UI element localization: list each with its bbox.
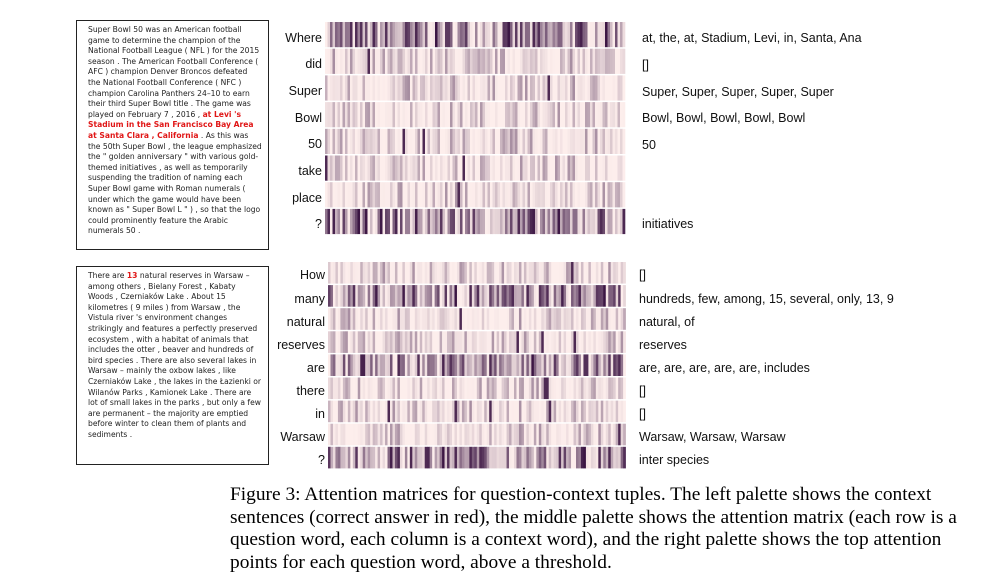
question-word: 50 xyxy=(308,137,322,151)
question-word: did xyxy=(305,57,322,71)
question-word: place xyxy=(292,191,322,205)
attention-heatmap-1 xyxy=(325,22,626,235)
question-words-2: How many natural reserves are there in W… xyxy=(270,262,325,472)
top-attention: [] xyxy=(639,407,646,421)
attention-heatmap-2 xyxy=(328,262,626,469)
top-attention: [] xyxy=(642,58,649,72)
figure-caption: Figure 3: Attention matrices for questio… xyxy=(230,484,957,573)
question-word: natural xyxy=(286,315,325,329)
question-word: ? xyxy=(315,217,322,231)
top-attention: inter species xyxy=(639,453,710,467)
context-answer-1: at Levi 's Stadium in the San Francisco … xyxy=(88,109,254,140)
context-text-before-2: There are xyxy=(88,271,127,280)
top-attention: hundreds, few, among, 15, several, only,… xyxy=(639,292,894,306)
top-attention: Bowl, Bowl, Bowl, Bowl, Bowl xyxy=(642,111,806,125)
context-box-1: Super Bowl 50 was an American football g… xyxy=(76,20,269,250)
context-text-after-1: . As this was the 50th Super Bowl , the … xyxy=(88,130,262,236)
question-words-1: Where did Super Bowl 50 take place ? xyxy=(270,28,322,238)
top-attention: at, the, at, Stadium, Levi, in, Santa, A… xyxy=(642,31,862,45)
top-attention: are, are, are, are, are, includes xyxy=(639,361,810,375)
question-word: Warsaw xyxy=(280,430,325,444)
question-word: ? xyxy=(318,453,325,467)
question-word: are xyxy=(306,361,325,375)
question-word: take xyxy=(298,164,322,178)
top-attention: Warsaw, Warsaw, Warsaw xyxy=(639,430,786,444)
top-attention: Super, Super, Super, Super, Super xyxy=(642,85,834,99)
context-answer-2: 13 xyxy=(126,271,138,280)
top-attention: 50 xyxy=(642,138,656,152)
context-text-after-2: natural reserves in Warsaw – among other… xyxy=(88,271,262,439)
context-text-before-1: Super Bowl 50 was an American football g… xyxy=(88,25,260,119)
question-word: many xyxy=(294,292,325,306)
top-attention: initiatives xyxy=(642,217,694,231)
question-word: How xyxy=(299,268,325,282)
question-word: there xyxy=(296,384,326,398)
top-attention: [] xyxy=(639,268,646,282)
question-word: reserves xyxy=(277,338,325,352)
top-attention: reserves xyxy=(639,338,687,352)
question-word: Bowl xyxy=(294,111,322,125)
top-attention: [] xyxy=(639,384,646,398)
question-word: Where xyxy=(285,31,322,45)
question-word: in xyxy=(315,407,325,421)
context-box-2: There are 13 natural reserves in Warsaw … xyxy=(76,266,269,465)
top-attention: natural, of xyxy=(639,315,695,329)
question-word: Super xyxy=(288,84,322,98)
